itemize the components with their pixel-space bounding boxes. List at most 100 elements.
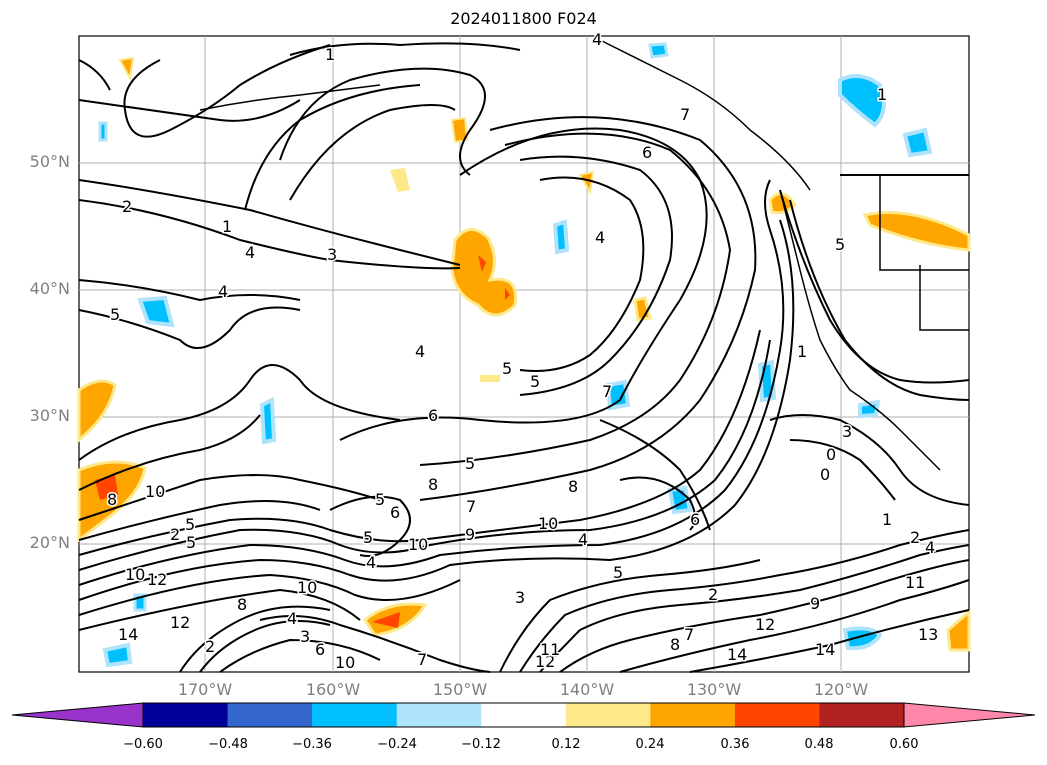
contour-label: 5 [835, 235, 845, 254]
contour-label: 10 [538, 514, 558, 533]
orange-patch [77, 379, 117, 444]
yellow-patch [480, 375, 500, 382]
contour-label: 4 [925, 538, 935, 557]
contour-label: 6 [390, 503, 400, 522]
contour-label: 3 [300, 627, 310, 646]
colorbar-extend-low [11, 702, 144, 728]
colorbar-cells [11, 702, 1036, 728]
contour-label: 4 [245, 243, 255, 262]
map-title: 2024011800 F024 [450, 9, 597, 28]
orange-patch [450, 116, 469, 144]
contour-label: 3 [327, 245, 337, 264]
contour-label: 7 [684, 625, 694, 644]
colorbar-tick: −0.24 [377, 737, 417, 752]
contour-label: 8 [237, 595, 247, 614]
colorbar-cell [565, 703, 651, 727]
blue-patch [552, 219, 570, 255]
contour-label: 4 [578, 530, 588, 549]
lon-label-140w: 140°W [559, 680, 615, 699]
lon-label-130w: 130°W [686, 680, 742, 699]
contour-label: 8 [670, 635, 680, 654]
contour-label: 4 [592, 30, 602, 49]
contour-label-layer: 2 1 4 3 4 5 4 4 5 6 7 8 5 6 5 8 10 9 10 … [106, 29, 940, 674]
colorbar-cell [819, 703, 905, 727]
contour-label: 4 [595, 228, 605, 247]
contour-label: 5 [363, 528, 373, 547]
contour-label: 7 [602, 382, 612, 401]
colorbar-cell [312, 703, 398, 727]
blue-patch [838, 74, 886, 128]
colorbar-tick: −0.48 [208, 737, 248, 752]
contour-label: 14 [815, 640, 835, 659]
contour-label: 10 [335, 653, 355, 672]
contour-label: 1 [877, 85, 887, 104]
blue-patch [98, 121, 108, 142]
contour-label: 12 [535, 652, 555, 671]
contour-label: 2 [910, 528, 920, 547]
colorbar-cell [734, 703, 820, 727]
contour-label: 3 [842, 422, 852, 441]
blue-patch [137, 295, 175, 328]
colorbar-cell [481, 703, 567, 727]
colorbar-cell [396, 703, 482, 727]
blue-patch [102, 642, 133, 668]
colorbar-tick: 0.48 [804, 737, 834, 752]
contour-label: 0 [820, 465, 830, 484]
contour-label: 7 [680, 105, 690, 124]
contour-label: 12 [170, 613, 190, 632]
contour-label: 3 [515, 588, 525, 607]
orange-patch [450, 228, 518, 317]
coastline [199, 39, 969, 471]
contour-label: 1 [882, 510, 892, 529]
colorbar-cell [227, 703, 313, 727]
contour-label: 4 [287, 609, 297, 628]
contour-label: 2 [122, 197, 132, 216]
blue-patch [902, 127, 933, 158]
colorbar-tick: 0.36 [720, 737, 750, 752]
contour-label: 5 [530, 372, 540, 391]
contour-label: 5 [185, 515, 195, 534]
orange-patch [768, 192, 797, 215]
contour-label: 11 [540, 640, 560, 659]
contour-label: 5 [186, 533, 196, 552]
map-plot: 2 1 4 3 4 5 4 4 5 6 7 8 5 6 5 8 10 9 10 … [77, 29, 971, 674]
contour-label: 2 [170, 525, 180, 544]
lat-label-30n: 30°N [29, 406, 70, 425]
lon-label-150w: 150°W [432, 680, 488, 699]
lon-label-170w: 170°W [177, 680, 233, 699]
contour-label: 8 [428, 475, 438, 494]
contour-label: 1 [797, 342, 807, 361]
orange-patch [946, 608, 971, 652]
contour-label: 9 [810, 594, 820, 613]
contour-label: 12 [755, 615, 775, 634]
colorbar-tick: 0.24 [635, 737, 665, 752]
red-patch [372, 612, 400, 628]
red-patch [478, 255, 510, 300]
contour-label: 8 [568, 477, 578, 496]
contour-label: 5 [465, 454, 475, 473]
contour-label: 11 [905, 573, 925, 592]
orange-patch [118, 56, 135, 82]
blue-patch [605, 379, 631, 411]
colorbar-tick: 0.60 [889, 737, 919, 752]
contour-label: 13 [918, 625, 938, 644]
contour-label: 9 [465, 525, 475, 544]
contour-label: 10 [125, 565, 145, 584]
contour-label: 4 [218, 282, 228, 301]
lat-label-40n: 40°N [29, 279, 70, 298]
contour-label: 4 [415, 342, 425, 361]
contour-label: 6 [315, 640, 325, 659]
contour-label: 5 [375, 490, 385, 509]
contour-label: 2 [205, 637, 215, 656]
contour-label: 7 [466, 497, 476, 516]
blue-patch [648, 42, 669, 59]
orange-patch [862, 211, 971, 252]
contour-lines [78, 42, 970, 673]
lat-label-20n: 20°N [29, 533, 70, 552]
colorbar-cell [650, 703, 736, 727]
contour-label: 1 [222, 217, 232, 236]
contour-label: 5 [613, 563, 623, 582]
contour-label: 8 [107, 490, 117, 509]
lon-label-160w: 160°W [305, 680, 361, 699]
colorbar-tick: −0.60 [123, 737, 163, 752]
